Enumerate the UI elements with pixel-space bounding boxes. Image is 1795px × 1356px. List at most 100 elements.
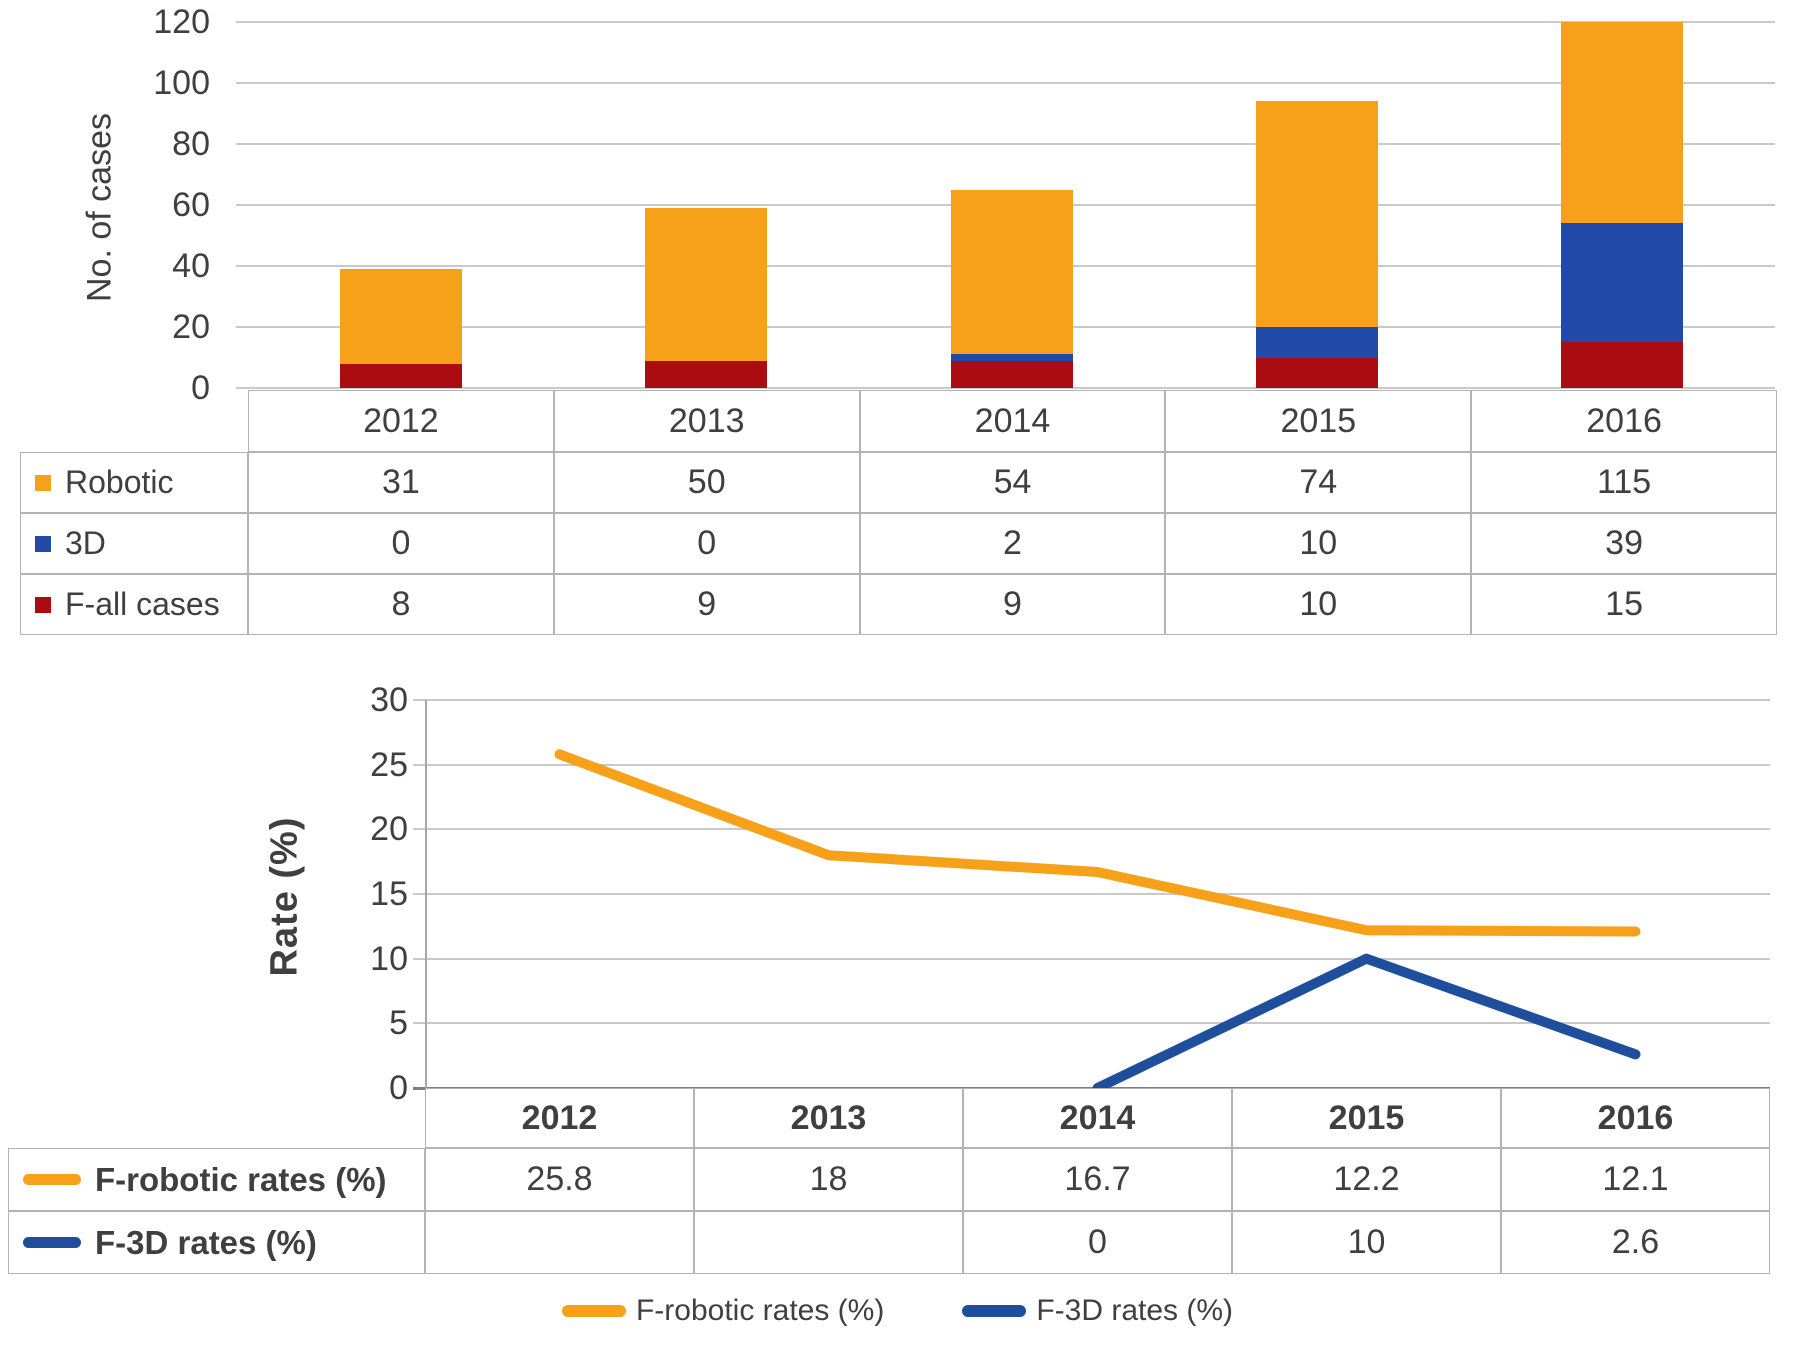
f-robotic-rates-legend-swatch	[23, 1174, 81, 1185]
table-cell: 12.1	[1501, 1148, 1770, 1211]
table-cell: 2.6	[1501, 1211, 1770, 1274]
year-header: 2015	[1165, 390, 1472, 452]
series-key-f-3d-rates: F-3D rates (%)	[8, 1211, 425, 1274]
bar-segment-robotic	[645, 208, 768, 361]
y-tick-label: 80	[172, 125, 210, 163]
table-cell: 12.2	[1232, 1148, 1501, 1211]
table-cell	[425, 1211, 694, 1274]
line-f-3d-rates-	[1092, 953, 1641, 1093]
f-robotic-rates-legend-line	[561, 1305, 626, 1317]
table-cell: 25.8	[425, 1148, 694, 1211]
table-cell: 0	[553, 513, 860, 574]
y-tick-label: 0	[389, 1069, 408, 1107]
bar-segment-f-all-cases	[645, 360, 768, 388]
table-cell: 0	[963, 1211, 1232, 1274]
line-f-robotic-rates-	[554, 749, 1641, 937]
stacked-bar-2014	[950, 189, 1073, 388]
stacked-bar-2016	[1561, 22, 1684, 388]
3d-legend-swatch	[35, 535, 51, 552]
bar-segment-3d	[950, 354, 1073, 361]
bar-segment-f-all-cases	[1561, 342, 1684, 388]
stacked-bar-2013	[645, 208, 768, 388]
bottom-line-chart-plot-area	[413, 699, 1770, 1093]
top-y-axis-tick-labels: 0 20 40 60 80 100 120	[0, 5, 210, 405]
table-cell: 50	[553, 452, 860, 513]
bar-segment-robotic	[1561, 22, 1684, 224]
y-tick-label: 60	[172, 186, 210, 224]
series-label: F-robotic rates (%)	[95, 1160, 387, 1198]
y-tick-label: 100	[153, 64, 210, 102]
table-cell: 39	[1471, 513, 1777, 574]
table-cell: 18	[694, 1148, 963, 1211]
series-label: F-all cases	[65, 586, 220, 622]
y-tick-label: 0	[191, 369, 210, 407]
legend-item-f-3d-rates: F-3D rates (%)	[962, 1294, 1233, 1328]
robotic-legend-swatch	[35, 474, 51, 491]
y-tick-label: 120	[153, 3, 210, 41]
year-header: 2012	[248, 390, 554, 452]
table-cell: 16.7	[963, 1148, 1232, 1211]
gridline-y20	[413, 828, 1770, 831]
year-header: 2013	[553, 390, 860, 452]
bar-segment-3d	[1255, 327, 1378, 358]
year-header: 2015	[1232, 1088, 1501, 1148]
series-label: 3D	[65, 525, 106, 561]
table-cell: 9	[859, 574, 1166, 635]
y-tick-label: 40	[172, 247, 210, 285]
bar-segment-f-all-cases	[1255, 357, 1378, 388]
y-tick-label: 15	[370, 875, 408, 913]
chart-legend: F-robotic rates (%) F-3D rates (%)	[0, 1294, 1795, 1328]
y-tick-label: 5	[389, 1004, 408, 1043]
legend-label: F-robotic rates (%)	[635, 1294, 885, 1327]
stacked-bar-2015	[1255, 101, 1378, 388]
gridline-y30	[413, 699, 1770, 701]
table-cell: 8	[248, 574, 554, 635]
y-tick-label: 25	[370, 745, 408, 784]
year-header: 2016	[1501, 1088, 1770, 1148]
table-cell: 10	[1232, 1211, 1501, 1274]
table-cell: 31	[248, 452, 554, 513]
f-3d-rates-legend-swatch	[23, 1237, 81, 1248]
table-cell: 74	[1165, 452, 1472, 513]
table-cell: 15	[1471, 574, 1777, 635]
legend-item-f-robotic-rates: F-robotic rates (%)	[561, 1294, 885, 1328]
bar-segment-f-all-cases	[950, 360, 1073, 388]
series-key-3d: 3D	[20, 513, 248, 574]
gridline-y120	[236, 21, 1775, 23]
bar-segment-robotic	[950, 189, 1073, 355]
bar-segment-3d	[1561, 223, 1684, 343]
table-cell: 2	[859, 513, 1166, 574]
series-key-f-all-cases: F-all cases	[20, 574, 248, 635]
gridline-y25	[413, 763, 1770, 766]
year-header: 2014	[859, 390, 1166, 452]
table-corner-blank	[20, 390, 248, 452]
year-header: 2012	[425, 1088, 694, 1148]
top-bar-chart-plot-area	[236, 21, 1775, 389]
gridline-y5	[413, 1022, 1770, 1025]
table-cell	[694, 1211, 963, 1274]
stacked-bar-2012	[339, 269, 462, 388]
bottom-y-axis-tick-labels: 0 5 10 15 20 25 30	[0, 683, 408, 1105]
gridline-y80	[236, 143, 1775, 145]
f-all-cases-legend-swatch	[35, 596, 51, 613]
series-label: Robotic	[65, 464, 174, 500]
series-label: F-3D rates (%)	[95, 1223, 317, 1261]
y-tick-label: 20	[172, 308, 210, 346]
gridline-y15	[413, 893, 1770, 895]
f-3d-rates-legend-line	[962, 1305, 1027, 1317]
table-cell: 10	[1165, 513, 1472, 574]
table-cell: 10	[1165, 574, 1472, 635]
year-header: 2013	[694, 1088, 963, 1148]
series-key-f-robotic-rates: F-robotic rates (%)	[8, 1148, 425, 1211]
table-cell: 0	[248, 513, 554, 574]
gridline-y100	[236, 82, 1775, 84]
y-axis-line	[425, 700, 427, 1088]
y-tick-label: 10	[370, 939, 408, 978]
line-series-svg	[554, 749, 1641, 1093]
table-corner-blank	[8, 1088, 425, 1148]
table-cell: 54	[859, 452, 1166, 513]
series-key-robotic: Robotic	[20, 452, 248, 513]
y-tick-label: 20	[370, 810, 408, 849]
bar-segment-robotic	[339, 269, 462, 364]
